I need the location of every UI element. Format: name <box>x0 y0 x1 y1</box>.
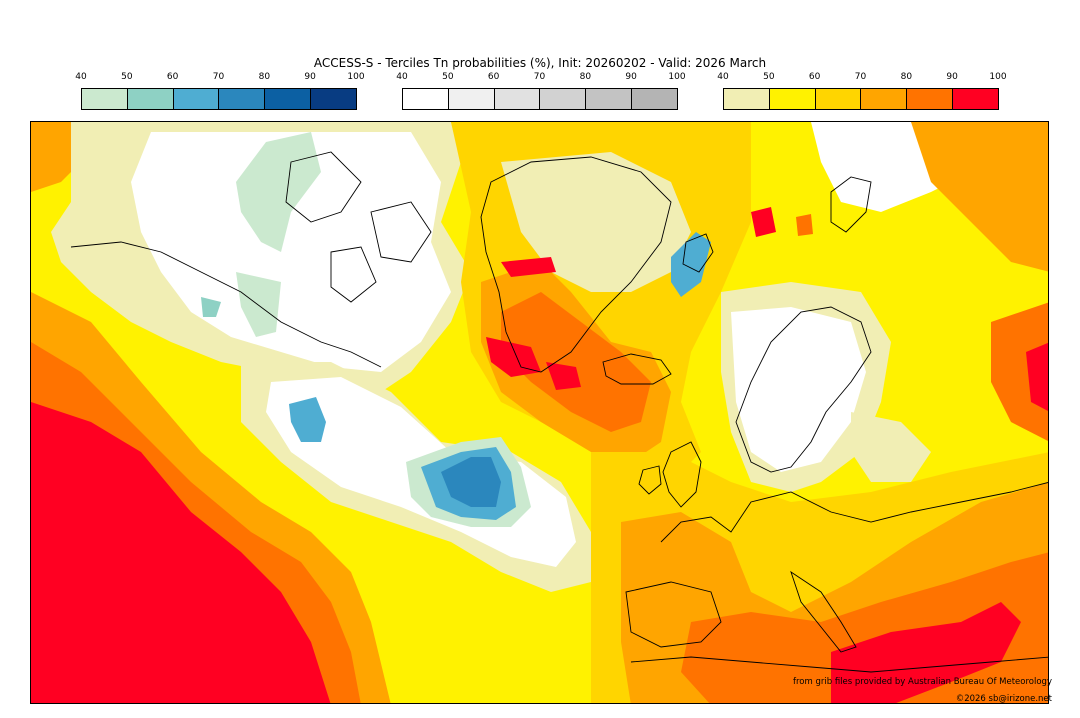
colorbar-swatch <box>586 89 633 109</box>
field-above-100 <box>1026 342 1048 411</box>
field-above-90 <box>501 292 651 432</box>
colorbar-below-normal <box>81 88 357 110</box>
coastline-iberia <box>625 581 722 648</box>
tick-label: 60 <box>166 72 179 82</box>
tick-label: 40 <box>396 72 408 82</box>
field-below-40-green <box>236 132 321 252</box>
tick-label: 60 <box>808 72 821 82</box>
colorbar-swatch <box>815 89 862 109</box>
coastline-greenland <box>480 156 672 373</box>
colorbar-swatch <box>494 89 541 109</box>
coastline-svalbard <box>682 233 714 273</box>
field-above-100 <box>796 214 813 236</box>
field-above-40-pale <box>851 412 931 482</box>
tick-label: 90 <box>946 72 958 82</box>
coastlines <box>70 151 1048 673</box>
tick-label: 80 <box>258 72 271 82</box>
colorbar-ticks-below: 40 50 60 70 80 90 100 <box>75 72 364 84</box>
colorbar-near-normal <box>402 88 678 110</box>
tick-label: 50 <box>763 72 775 82</box>
field-below-60 <box>289 397 326 442</box>
colorbar-swatch <box>311 89 356 109</box>
field-above-100 <box>31 402 331 703</box>
colorbar-swatch <box>219 89 266 109</box>
coastline-iceland <box>602 353 672 385</box>
field-above-100 <box>486 337 541 377</box>
field-below-50 <box>201 297 221 317</box>
colorbar-swatch <box>724 89 770 109</box>
tick-label: 60 <box>487 72 500 82</box>
coastline-canada <box>70 241 382 368</box>
tick-label: 90 <box>304 72 316 82</box>
tick-label: 100 <box>347 72 365 82</box>
colorbar-swatch <box>403 89 449 109</box>
map-canvas <box>31 122 1048 703</box>
copyright-credit: ©2026 sb@irizone.net <box>955 694 1052 704</box>
field-below-40-green <box>236 272 281 337</box>
coastline-ireland <box>638 465 662 495</box>
tick-label: 80 <box>900 72 913 82</box>
source-credit: from grib files provided by Australian B… <box>792 677 1052 687</box>
colorbar-ticks-above: 40 50 60 70 80 90 100 <box>717 72 1006 84</box>
tick-label: 100 <box>668 72 686 82</box>
coastline-arctic-islands <box>285 151 432 303</box>
tick-label: 80 <box>579 72 592 82</box>
colorbar-swatch <box>127 89 174 109</box>
colorbar-swatch <box>173 89 220 109</box>
coastline-british-isles <box>662 441 702 508</box>
coastline-italy <box>790 570 857 653</box>
tick-label: 70 <box>533 72 546 82</box>
field-above-100 <box>501 257 556 277</box>
tick-label: 50 <box>121 72 133 82</box>
coastline-novaya-zemlya <box>830 176 872 233</box>
colorbar-swatch <box>632 89 677 109</box>
colorbar-swatch <box>265 89 312 109</box>
colorbar-swatch <box>907 89 954 109</box>
field-above-80 <box>911 122 1048 272</box>
colorbar-swatch <box>448 89 495 109</box>
tick-label: 40 <box>717 72 729 82</box>
coastline-north-africa <box>630 656 1048 673</box>
tick-label: 70 <box>854 72 867 82</box>
tick-label: 70 <box>212 72 225 82</box>
field-below-70 <box>441 457 501 507</box>
coastline-scandinavia <box>735 306 872 473</box>
colorbar-swatch <box>861 89 908 109</box>
tick-label: 50 <box>442 72 454 82</box>
colorbar-swatch <box>953 89 998 109</box>
field-above-50-pale <box>501 152 691 292</box>
field-near-normal-white <box>731 307 866 472</box>
tick-label: 40 <box>75 72 87 82</box>
field-above-100 <box>546 362 581 390</box>
probability-map <box>30 121 1049 704</box>
colorbar-swatch <box>540 89 587 109</box>
field-below-60 <box>671 232 711 297</box>
coastline-europe <box>660 482 1048 543</box>
tick-label: 90 <box>625 72 637 82</box>
tick-label: 100 <box>989 72 1007 82</box>
map-title: ACCESS-S - Terciles Tn probabilities (%)… <box>313 56 767 70</box>
colorbar-ticks-normal: 40 50 60 70 80 90 100 <box>396 72 685 84</box>
colorbar-swatch <box>82 89 128 109</box>
field-above-100 <box>751 207 776 237</box>
colorbar-swatch <box>769 89 816 109</box>
field-above-90 <box>991 302 1048 441</box>
field-above-100 <box>831 602 1021 703</box>
colorbar-above-normal <box>723 88 999 110</box>
